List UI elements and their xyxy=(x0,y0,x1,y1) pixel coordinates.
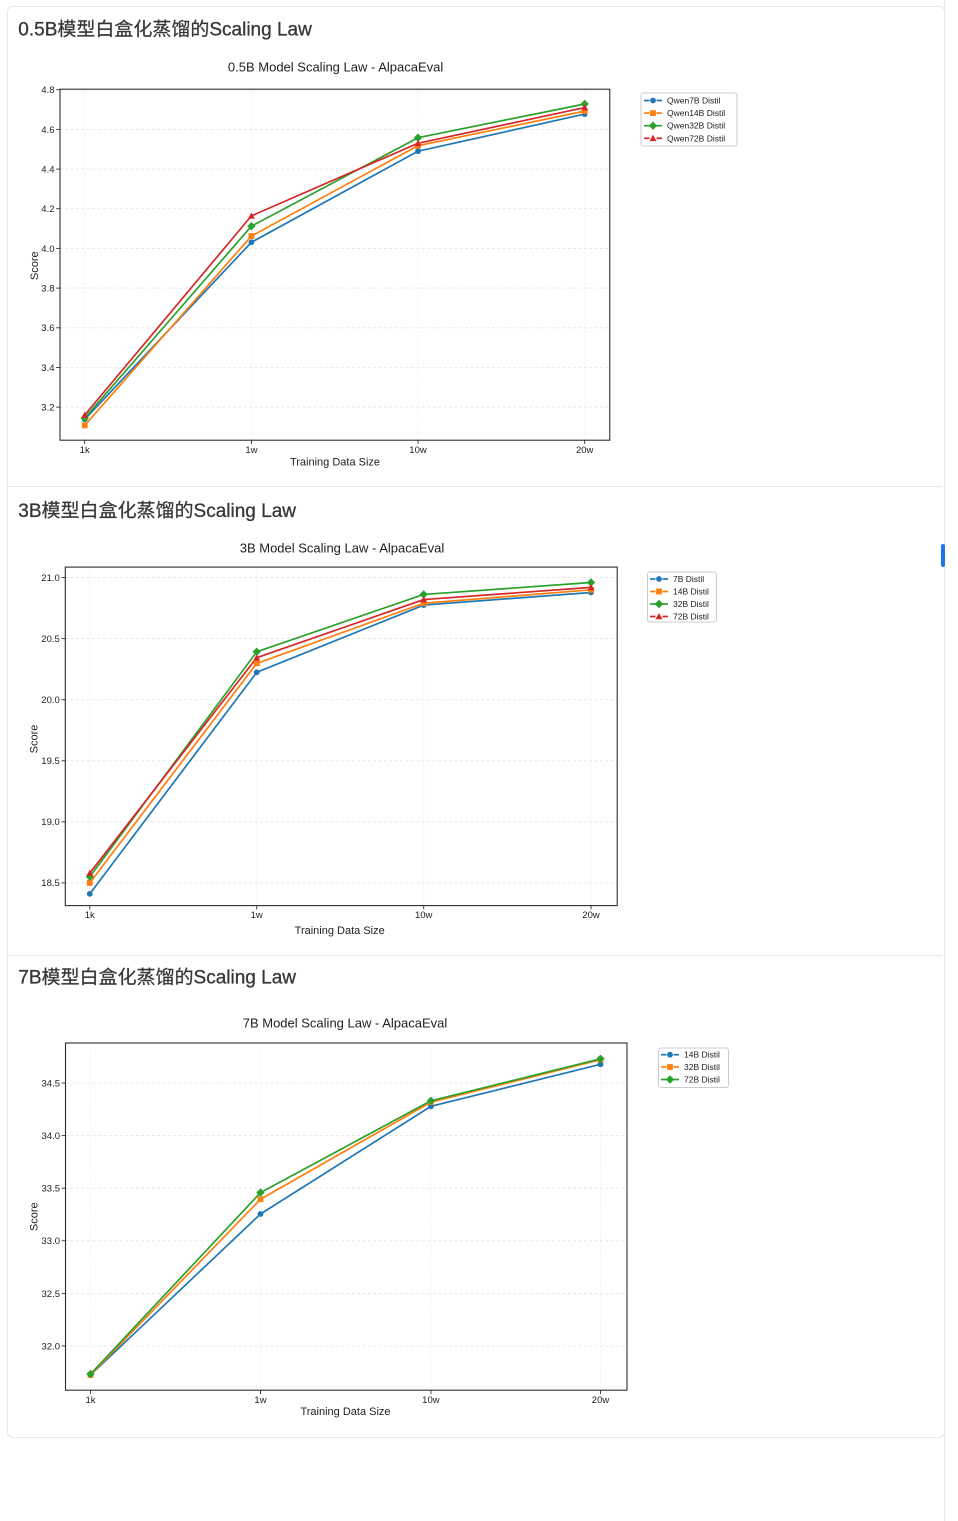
svg-text:32.5: 32.5 xyxy=(42,1289,61,1300)
svg-text:33.0: 33.0 xyxy=(42,1236,61,1247)
svg-text:Training Data Size: Training Data Size xyxy=(295,925,385,937)
svg-text:32B Distil: 32B Distil xyxy=(673,599,709,609)
svg-text:Scaling Law: Scaling Law xyxy=(194,968,297,989)
svg-text:0.5B: 0.5B xyxy=(18,20,57,41)
svg-text:Qwen72B Distil: Qwen72B Distil xyxy=(667,133,725,143)
svg-text:Training Data Size: Training Data Size xyxy=(290,457,380,469)
svg-text:20w: 20w xyxy=(582,910,600,921)
svg-text:Score: Score xyxy=(28,1202,40,1231)
svg-text:1w: 1w xyxy=(251,910,263,921)
svg-text:10w: 10w xyxy=(409,445,427,456)
svg-text:7B: 7B xyxy=(18,968,41,989)
svg-text:20.5: 20.5 xyxy=(41,634,60,645)
svg-text:Scaling Law: Scaling Law xyxy=(209,20,312,41)
svg-text:34.5: 34.5 xyxy=(42,1078,61,1089)
svg-text:32B Distil: 32B Distil xyxy=(684,1062,720,1072)
svg-text:20.0: 20.0 xyxy=(41,695,60,706)
svg-text:10w: 10w xyxy=(415,910,433,921)
svg-text:10w: 10w xyxy=(422,1395,440,1406)
svg-text:14B Distil: 14B Distil xyxy=(684,1050,720,1060)
svg-text:19.0: 19.0 xyxy=(41,817,60,828)
svg-text:0.5B Model Scaling Law - Alpac: 0.5B Model Scaling Law - AlpacaEval xyxy=(228,60,443,75)
svg-text:34.0: 34.0 xyxy=(42,1131,61,1142)
svg-text:1k: 1k xyxy=(85,910,95,921)
svg-text:3.2: 3.2 xyxy=(41,403,54,414)
svg-text:Score: Score xyxy=(29,251,41,280)
svg-text:72B Distil: 72B Distil xyxy=(673,612,709,622)
svg-text:32.0: 32.0 xyxy=(42,1341,61,1352)
svg-text:Qwen14B Distil: Qwen14B Distil xyxy=(667,108,725,118)
svg-text:19.5: 19.5 xyxy=(41,756,60,767)
svg-text:4.4: 4.4 xyxy=(41,165,54,176)
svg-text:1k: 1k xyxy=(80,445,90,456)
svg-text:3B Model Scaling Law - AlpacaE: 3B Model Scaling Law - AlpacaEval xyxy=(240,541,445,556)
svg-text:3.6: 3.6 xyxy=(41,323,54,334)
svg-text:33.5: 33.5 xyxy=(42,1184,61,1195)
svg-text:Training Data Size: Training Data Size xyxy=(300,1406,390,1418)
svg-text:4.8: 4.8 xyxy=(41,85,54,96)
svg-text:14B Distil: 14B Distil xyxy=(673,587,709,597)
svg-text:Score: Score xyxy=(28,725,40,754)
svg-text:21.0: 21.0 xyxy=(41,573,60,584)
svg-text:4.6: 4.6 xyxy=(41,125,54,136)
svg-text:Scaling Law: Scaling Law xyxy=(194,501,297,522)
svg-text:Qwen32B Distil: Qwen32B Distil xyxy=(667,121,725,131)
svg-text:Qwen7B Distil: Qwen7B Distil xyxy=(667,96,720,106)
svg-text:1w: 1w xyxy=(245,445,257,456)
svg-text:72B Distil: 72B Distil xyxy=(684,1075,720,1085)
svg-text:4.0: 4.0 xyxy=(41,244,54,255)
svg-text:3.4: 3.4 xyxy=(41,363,54,374)
svg-text:3.8: 3.8 xyxy=(41,284,54,295)
svg-text:1k: 1k xyxy=(85,1395,95,1406)
svg-text:7B Distil: 7B Distil xyxy=(673,574,704,584)
svg-text:20w: 20w xyxy=(576,445,594,456)
svg-text:18.5: 18.5 xyxy=(41,878,60,889)
svg-text:7B Model Scaling Law - AlpacaE: 7B Model Scaling Law - AlpacaEval xyxy=(243,1016,448,1031)
svg-text:4.2: 4.2 xyxy=(41,204,54,215)
svg-text:3B: 3B xyxy=(18,501,41,522)
svg-text:1w: 1w xyxy=(254,1395,266,1406)
svg-text:20w: 20w xyxy=(592,1395,610,1406)
